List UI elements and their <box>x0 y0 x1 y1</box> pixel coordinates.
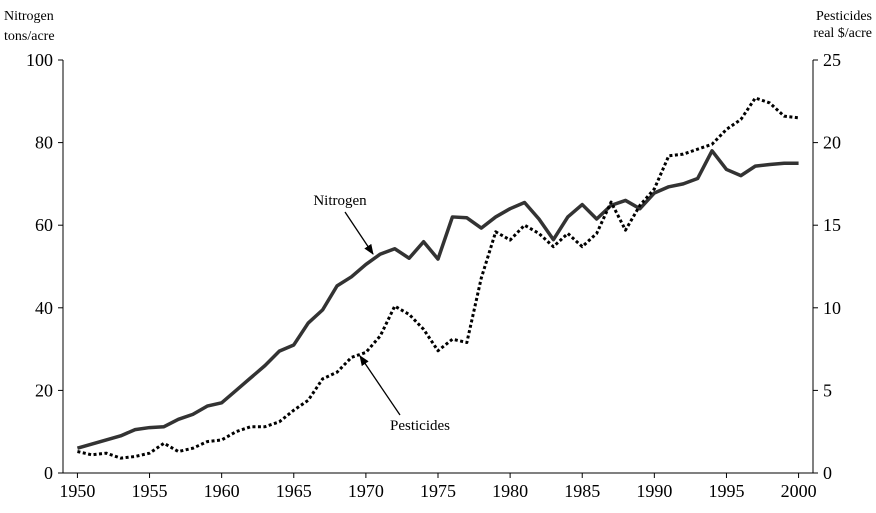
x-tick-label: 1970 <box>348 481 384 501</box>
y2-axis-title: Pesticides <box>816 9 872 24</box>
y2-axis-title: real $/acre <box>813 26 872 41</box>
y-axis-title: tons/acre <box>4 29 55 44</box>
series-annotation: Pesticides <box>390 418 450 434</box>
x-tick-label: 1975 <box>420 481 456 501</box>
x-tick-label: 1960 <box>204 481 240 501</box>
y-tick-label: 100 <box>26 50 53 70</box>
annotation-arrow <box>344 211 374 255</box>
x-tick-label: 1965 <box>276 481 312 501</box>
y-axis-title: Nitrogen <box>4 9 54 24</box>
series-line <box>77 96 799 460</box>
y2-tick-label: 20 <box>823 133 841 153</box>
annotation-arrow <box>359 355 401 416</box>
x-tick-label: 2000 <box>781 481 817 501</box>
y2-tick-label: 0 <box>823 463 832 483</box>
x-tick-label: 1950 <box>59 481 95 501</box>
y2-tick-label: 10 <box>823 298 841 318</box>
x-tick-label: 1980 <box>492 481 528 501</box>
x-tick-label: 1995 <box>708 481 744 501</box>
y-tick-label: 80 <box>35 133 53 153</box>
x-tick-label: 1955 <box>132 481 168 501</box>
x-tick-label: 1990 <box>636 481 672 501</box>
series-annotation: Nitrogen <box>313 193 367 209</box>
y2-tick-label: 15 <box>823 215 841 235</box>
y2-tick-label: 25 <box>823 50 841 70</box>
y-tick-label: 60 <box>35 215 53 235</box>
y2-tick-label: 5 <box>823 380 832 400</box>
y-tick-label: 40 <box>35 298 53 318</box>
series-line <box>76 149 799 450</box>
y-tick-label: 0 <box>44 463 53 483</box>
y-tick-label: 20 <box>35 380 53 400</box>
x-tick-label: 1985 <box>564 481 600 501</box>
